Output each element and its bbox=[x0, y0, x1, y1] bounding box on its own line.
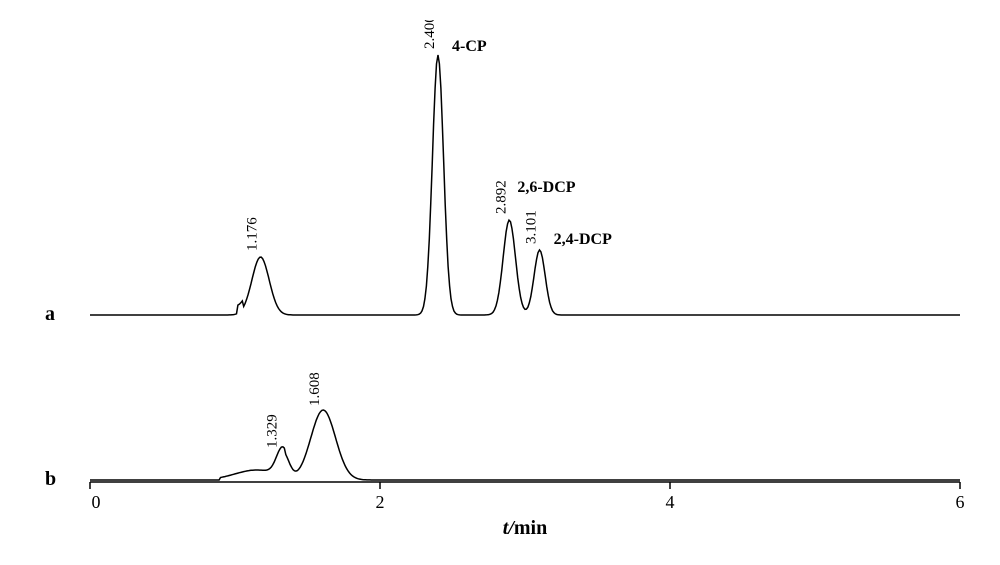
x-tick-label: 6 bbox=[956, 492, 965, 512]
x-tick-label: 2 bbox=[376, 492, 385, 512]
chromatogram-svg: a 1.176 2.400 4-CP 2.892 2,6-DCP 3.101 2,4-DCP b… bbox=[20, 20, 980, 545]
trace-b bbox=[90, 410, 960, 480]
x-axis-label: t/min bbox=[503, 517, 547, 539]
x-tick-label: 0 bbox=[92, 492, 101, 512]
peak-name: 4-CP bbox=[452, 38, 487, 55]
peak-rt: 3.101 bbox=[524, 210, 540, 244]
peak-name: 2,4-DCP bbox=[554, 231, 612, 248]
x-tick-label: 4 bbox=[666, 492, 675, 512]
panel-a-label: a bbox=[45, 303, 55, 325]
panel-b-label: b bbox=[45, 468, 56, 490]
peak-rt: 1.329 bbox=[265, 414, 281, 448]
peak-name: 2,6-DCP bbox=[517, 179, 575, 196]
peak-rt: 2.892 bbox=[493, 180, 509, 214]
peak-rt: 1.608 bbox=[307, 372, 323, 406]
chromatogram-figure: a 1.176 2.400 4-CP 2.892 2,6-DCP 3.101 2,4-DCP b… bbox=[20, 20, 980, 545]
peak-rt: 1.176 bbox=[245, 217, 261, 251]
peak-rt: 2.400 bbox=[422, 20, 438, 49]
